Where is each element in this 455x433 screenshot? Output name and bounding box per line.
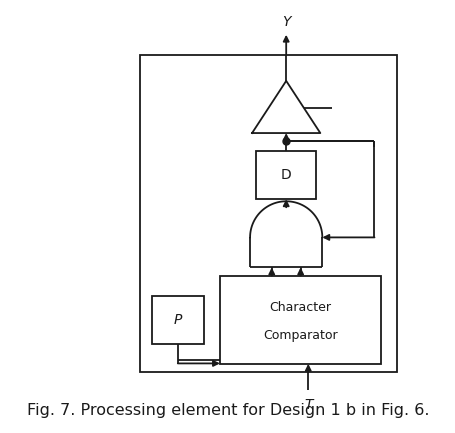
Text: Y: Y (281, 15, 290, 29)
Bar (219, 275, 379, 364)
Text: D: D (280, 168, 291, 182)
Text: Character: Character (268, 301, 330, 314)
Bar (152, 296, 203, 344)
Bar (256, 151, 316, 199)
Text: Fig. 7. Processing element for Design 1 b in Fig. 6.: Fig. 7. Processing element for Design 1 … (27, 403, 428, 418)
Text: P: P (173, 313, 182, 326)
Text: T: T (303, 398, 312, 412)
Text: Comparator: Comparator (263, 329, 337, 342)
Bar (139, 55, 396, 372)
